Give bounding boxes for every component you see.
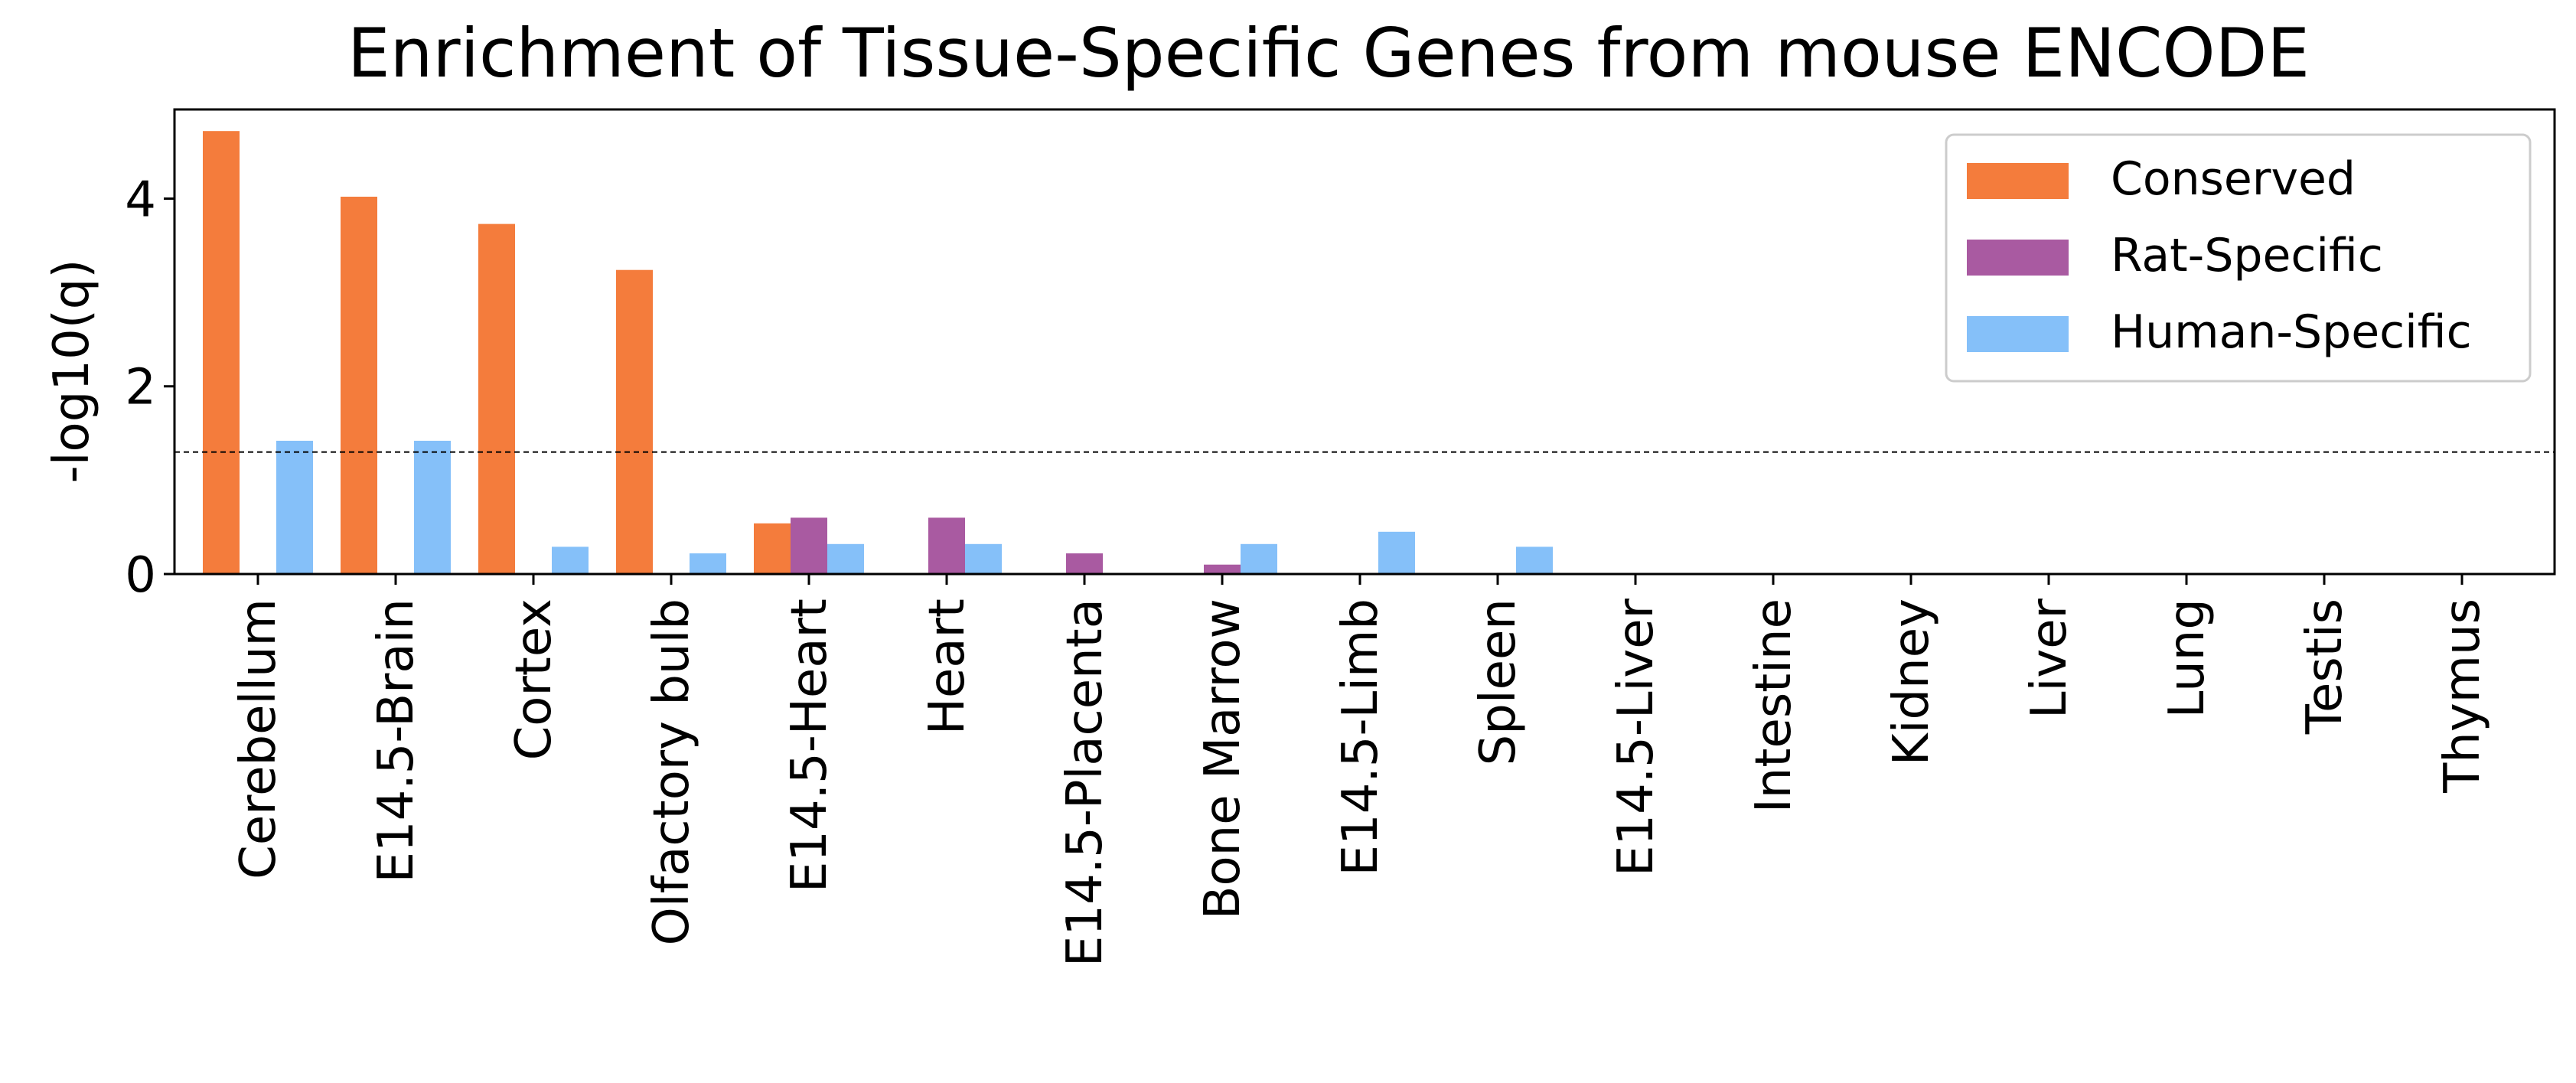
legend: Conserved Rat-Specific Human-Specific: [1945, 133, 2532, 383]
plot-frame: [173, 108, 2556, 576]
bar-conserved-1: [341, 197, 377, 574]
bar-human-specific-1: [414, 440, 451, 574]
y-axis-label: -log10(q): [44, 259, 100, 484]
bar-human-specific-7: [1241, 543, 1277, 574]
bar-human-specific-5: [965, 543, 1002, 574]
legend-label-0: Conserved: [2111, 152, 2356, 206]
bar-rat-specific-6: [1066, 553, 1103, 574]
x-tick-label-4: E14.5-Heart: [781, 599, 838, 892]
x-tick-label-14: Lung: [2159, 599, 2216, 718]
bar-conserved-0: [203, 131, 240, 574]
x-tick-label-1: E14.5-Brain: [368, 599, 425, 883]
x-tick-label-6: E14.5-Placenta: [1057, 599, 1114, 967]
bar-rat-specific-5: [928, 517, 965, 574]
x-tick-label-12: Kidney: [1883, 599, 1940, 765]
x-tick-label-5: Heart: [919, 599, 976, 735]
bar-conserved-4: [754, 523, 791, 574]
bar-human-specific-2: [552, 546, 589, 574]
chart-title: Enrichment of Tissue-Specific Genes from…: [347, 14, 2310, 93]
bar-rat-specific-7: [1204, 564, 1241, 574]
x-tick-label-2: Cortex: [506, 599, 562, 760]
legend-label-1: Rat-Specific: [2111, 229, 2383, 282]
x-tick-label-9: Spleen: [1470, 599, 1527, 765]
y-tick-label-1: 2: [125, 360, 156, 416]
bar-human-specific-9: [1516, 546, 1553, 574]
legend-swatch-2: [1967, 316, 2069, 352]
x-tick-label-7: Bone Marrow: [1195, 599, 1251, 919]
bar-rat-specific-4: [791, 517, 827, 574]
x-tick-label-3: Olfactory bulb: [644, 599, 700, 945]
y-tick-label-0: 0: [125, 547, 156, 604]
bar-human-specific-8: [1378, 531, 1415, 574]
legend-swatch-1: [1967, 240, 2069, 276]
bar-human-specific-3: [690, 553, 726, 574]
x-tick-label-11: Intestine: [1746, 599, 1802, 813]
legend-swatch-0: [1967, 163, 2069, 199]
x-tick-label-8: E14.5-Limb: [1332, 599, 1389, 876]
legend-box: [1945, 133, 2532, 383]
x-tick-label-13: Liver: [2021, 598, 2078, 719]
bar-human-specific-4: [827, 543, 864, 574]
bar-human-specific-0: [276, 440, 313, 574]
x-tick-label-10: E14.5-Liver: [1608, 598, 1665, 876]
bar-conserved-2: [478, 223, 515, 574]
bar-conserved-3: [616, 269, 653, 574]
x-tick-label-15: Testis: [2297, 599, 2353, 735]
y-tick-label-2: 4: [125, 171, 156, 228]
legend-label-2: Human-Specific: [2111, 305, 2472, 359]
plot-area: 0 2 4 Cerebellum E14.5-Brain Cortex Olfactory …: [125, 108, 2556, 967]
x-tick-label-16: Thymus: [2434, 599, 2491, 794]
x-tick-label-0: Cerebellum: [230, 599, 287, 879]
